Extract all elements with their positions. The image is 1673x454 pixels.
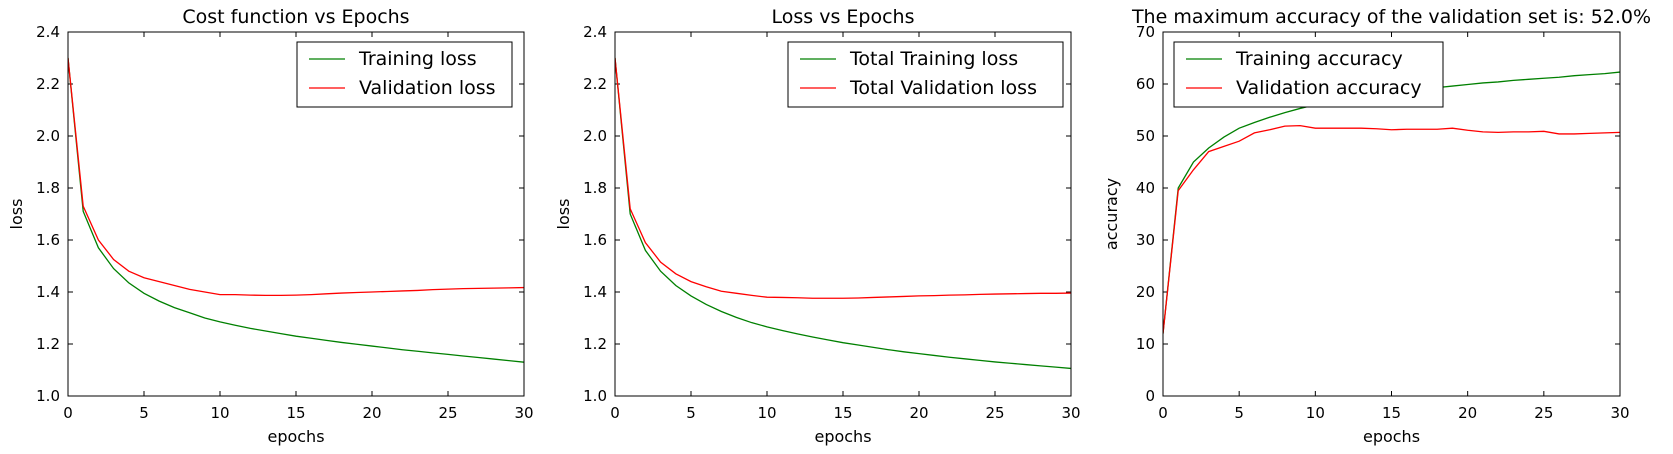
legend-box [787,41,1064,108]
y-tick-label: 1.0 [36,387,60,405]
x-tick-label: 30 [1061,404,1080,422]
x-tick-label: 20 [362,404,381,422]
y-tick-label: 1.2 [36,335,60,353]
series-line-total-training-loss [615,57,1071,370]
y-tick-label: 1.8 [583,179,607,197]
x-tick-label: 0 [1158,404,1168,422]
y-tick-label: 1.4 [583,283,607,301]
x-tick-label: 0 [63,404,73,422]
x-tick-label: 30 [1610,404,1629,422]
y-tick-label: 0 [1145,387,1155,405]
y-tick-label: 2.4 [36,23,60,41]
axes-frame [614,31,1072,397]
y-tick-label: 1.2 [583,335,607,353]
y-axis-label: loss [554,199,573,230]
x-tick-label: 15 [1382,404,1401,422]
series-line-training-loss [68,57,524,363]
x-tick-label: 5 [139,404,149,422]
chart-title: Cost function vs Epochs [182,6,409,28]
y-tick-label: 30 [1136,231,1155,249]
legend-entry: Validation loss [359,77,496,99]
x-axis-label: epochs [267,427,324,446]
y-tick-label: 1.6 [36,231,60,249]
y-tick-label: 2.0 [583,127,607,145]
series-line-validation-loss [68,57,524,297]
x-tick-label: 25 [1534,404,1553,422]
x-tick-label: 0 [610,404,620,422]
x-tick-label: 20 [1458,404,1477,422]
x-tick-label: 15 [833,404,852,422]
x-tick-label: 5 [1234,404,1244,422]
y-tick-label: 70 [1136,23,1155,41]
chart-panel-2: 0 5 10 15 20 25 30 1.0 1.2 1.4 1.6 1.8 2.0 2.2 2.4 Loss… [554,6,1081,446]
legend: Total Training loss Total Validation loss [787,41,1064,108]
chart-title: Loss vs Epochs [772,6,915,28]
y-tick-label: 50 [1136,127,1155,145]
y-tick-label: 2.4 [583,23,607,41]
legend-entry: Training accuracy [1235,48,1403,70]
y-tick-label: 1.4 [36,283,60,301]
y-axis-label: loss [7,199,26,230]
legend-box [1173,41,1444,108]
legend: Training accuracy Validation accuracy [1173,41,1444,108]
x-tick-label: 5 [686,404,696,422]
x-tick-label: 10 [1306,404,1325,422]
y-tick-label: 60 [1136,75,1155,93]
axes-frame [67,31,525,397]
y-tick-label: 40 [1136,179,1155,197]
x-tick-label: 10 [210,404,229,422]
y-tick-label: 1.8 [36,179,60,197]
legend-entry: Training loss [358,48,477,70]
series-line-training-accuracy [1163,71,1620,334]
y-tick-label: 2.2 [36,75,60,93]
x-tick-label: 30 [514,404,533,422]
legend-entry: Total Validation loss [849,77,1037,99]
y-tick-label: 2.2 [583,75,607,93]
legend: Training loss Validation loss [296,41,513,108]
y-tick-label: 10 [1136,335,1155,353]
series-line-total-validation-loss [615,57,1071,299]
y-tick-label: 20 [1136,283,1155,301]
y-axis-label: accuracy [1102,178,1121,250]
x-tick-label: 25 [438,404,457,422]
y-tick-label: 1.0 [583,387,607,405]
chart-panel-1: 0 5 10 15 20 25 30 1.0 1.2 1.4 1.6 1.8 2.0 2.2 2.4 Cost… [7,6,534,446]
y-tick-label: 2.0 [36,127,60,145]
x-axis-label: epochs [814,427,871,446]
series-line-validation-accuracy [1163,124,1620,334]
legend-entry: Total Training loss [849,48,1018,70]
x-tick-label: 15 [286,404,305,422]
axes-frame [1162,31,1621,397]
x-tick-label: 10 [757,404,776,422]
y-tick-label: 1.6 [583,231,607,249]
x-axis-label: epochs [1363,427,1420,446]
legend-entry: Validation accuracy [1236,77,1422,99]
chart-title: The maximum accuracy of the validation s… [1131,6,1651,28]
x-tick-label: 25 [985,404,1004,422]
legend-box [296,41,513,108]
x-tick-label: 20 [909,404,928,422]
